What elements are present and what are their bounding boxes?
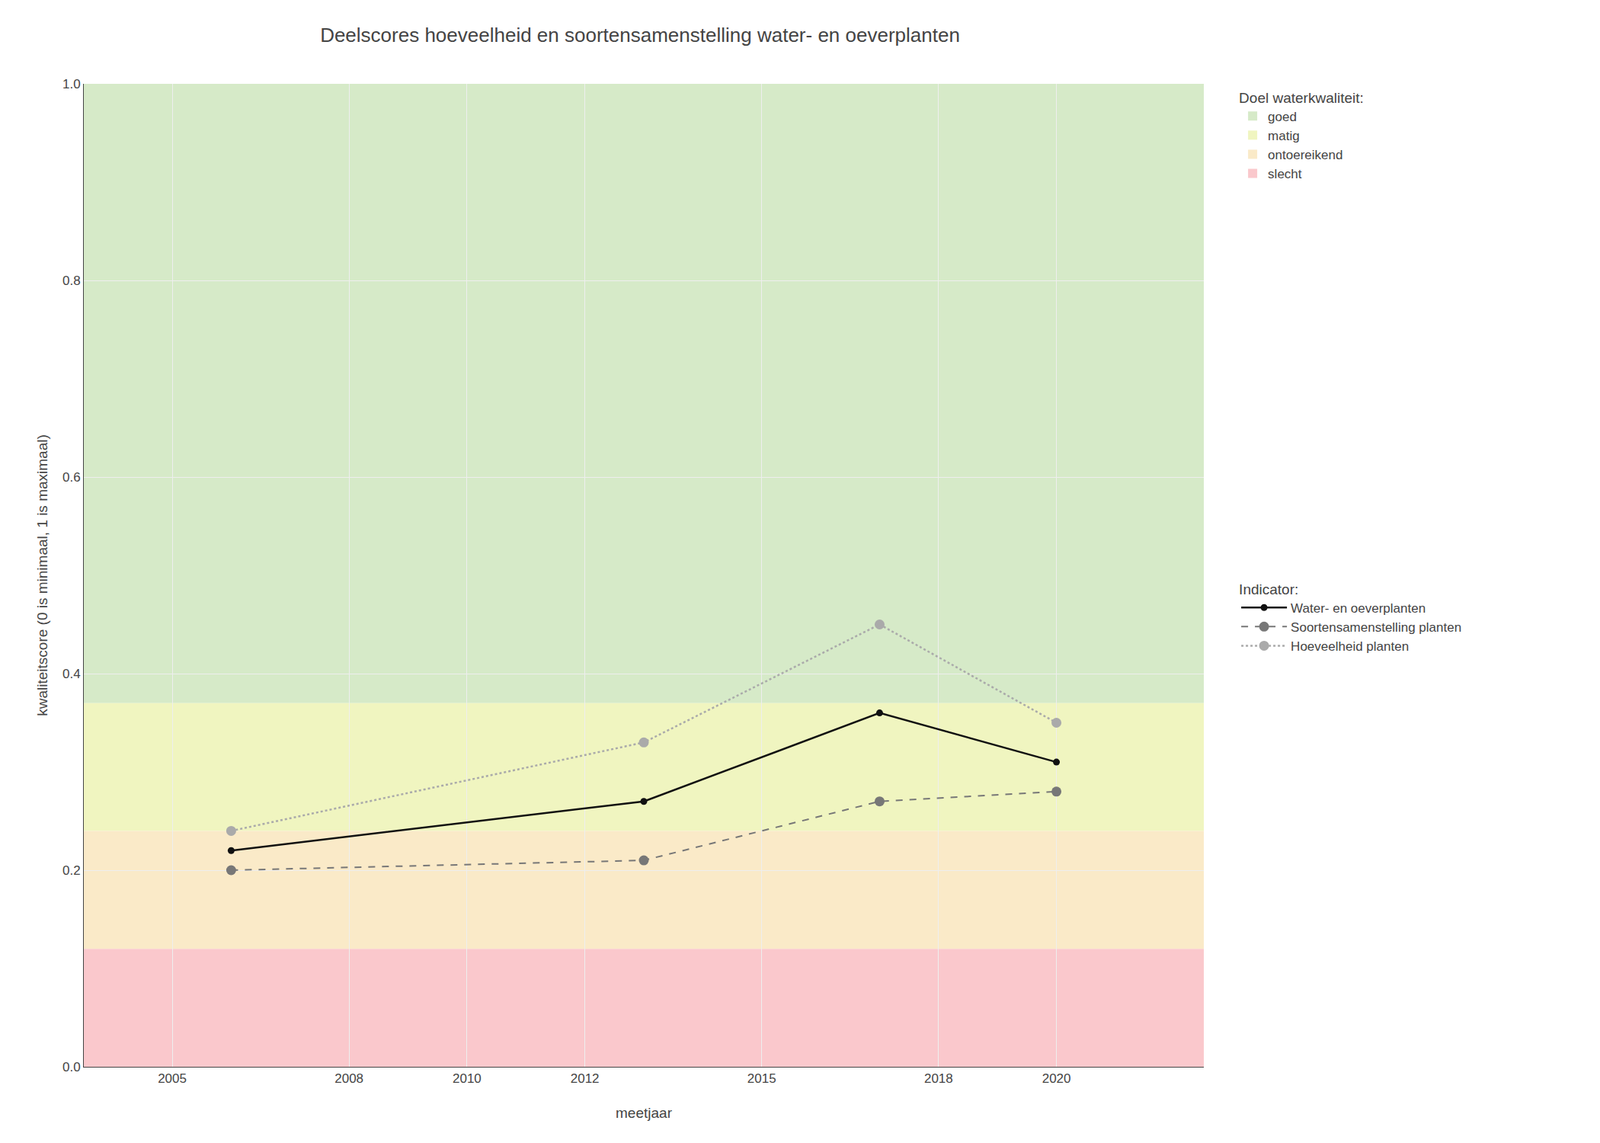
svg-text:2020: 2020 bbox=[1042, 1071, 1072, 1086]
svg-text:matig: matig bbox=[1267, 128, 1300, 144]
svg-text:2005: 2005 bbox=[157, 1071, 187, 1086]
svg-text:ontoereikend: ontoereikend bbox=[1267, 147, 1343, 163]
svg-text:2018: 2018 bbox=[924, 1071, 954, 1086]
svg-text:Indicator:: Indicator: bbox=[1238, 581, 1299, 598]
svg-text:Soortensamenstelling planten: Soortensamenstelling planten bbox=[1290, 620, 1462, 635]
svg-text:2015: 2015 bbox=[747, 1071, 777, 1086]
svg-text:Doel waterkwaliteit:: Doel waterkwaliteit: bbox=[1238, 89, 1364, 106]
svg-text:goed: goed bbox=[1267, 109, 1297, 125]
svg-text:0.4: 0.4 bbox=[62, 666, 81, 682]
svg-text:2012: 2012 bbox=[570, 1071, 600, 1086]
svg-text:0.0: 0.0 bbox=[62, 1059, 81, 1075]
svg-text:2008: 2008 bbox=[334, 1071, 364, 1086]
svg-text:Hoeveelheid planten: Hoeveelheid planten bbox=[1290, 639, 1409, 654]
svg-text:2010: 2010 bbox=[452, 1071, 482, 1086]
svg-text:meetjaar: meetjaar bbox=[615, 1104, 673, 1121]
svg-text:0.8: 0.8 bbox=[62, 273, 81, 288]
svg-text:kwaliteitscore (0 is minimaal,: kwaliteitscore (0 is minimaal, 1 is maxi… bbox=[34, 434, 51, 717]
svg-text:Deelscores hoeveelheid en soor: Deelscores hoeveelheid en soortensamenst… bbox=[320, 23, 960, 47]
svg-text:slecht: slecht bbox=[1267, 166, 1303, 182]
svg-text:1.0: 1.0 bbox=[62, 76, 81, 92]
svg-text:0.2: 0.2 bbox=[62, 863, 81, 878]
svg-text:Water- en oeverplanten: Water- en oeverplanten bbox=[1290, 601, 1426, 616]
svg-text:0.6: 0.6 bbox=[62, 470, 81, 485]
